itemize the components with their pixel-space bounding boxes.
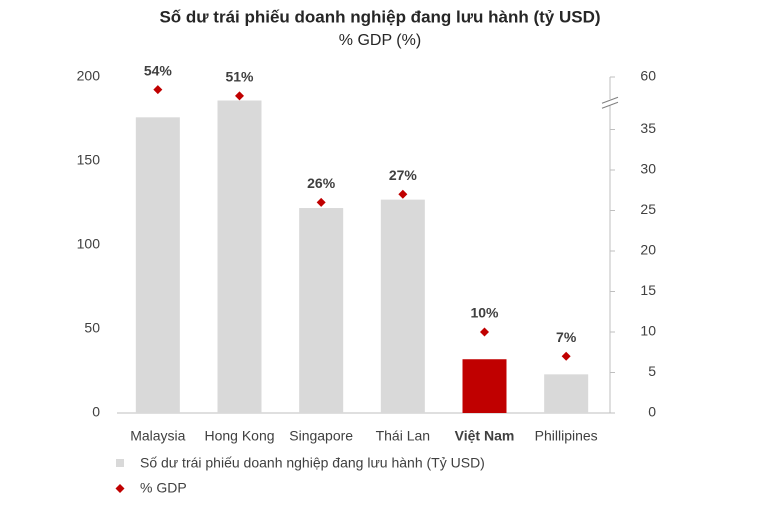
y2-tick-label: 60	[640, 68, 656, 84]
y-tick-label: 50	[84, 320, 100, 336]
x-tick-label: Việt Nam	[455, 428, 515, 444]
axis-break	[601, 96, 619, 104]
legend-swatch	[115, 484, 125, 493]
x-tick-label: Thái Lan	[376, 428, 430, 444]
value-label: 26%	[307, 175, 336, 191]
axis-break	[601, 101, 619, 109]
y2-tick-label: 0	[648, 404, 656, 420]
value-label: 27%	[389, 167, 418, 183]
x-tick-label: Phillipines	[535, 428, 598, 444]
bar	[217, 100, 262, 414]
x-tick-label: Hong Kong	[204, 428, 274, 444]
value-label: 10%	[470, 305, 499, 321]
value-label: 7%	[556, 329, 577, 345]
value-label: 51%	[225, 69, 254, 85]
y2-tick-label: 30	[640, 161, 656, 177]
y2-tick-label: 20	[640, 242, 656, 258]
value-label: 54%	[144, 62, 173, 78]
bar	[135, 117, 180, 413]
bar	[544, 374, 589, 413]
x-tick-label: Singapore	[289, 428, 353, 444]
gdp-marker	[480, 327, 489, 337]
bar	[462, 359, 507, 413]
legend-label: % GDP	[140, 480, 187, 496]
gdp-marker	[153, 85, 163, 95]
gdp-marker	[398, 189, 408, 199]
axis-break-gap	[602, 99, 618, 106]
y2-tick-label: 35	[640, 120, 656, 136]
y-tick-label: 200	[77, 68, 101, 84]
chart-subtitle: % GDP (%)	[339, 32, 421, 49]
y-tick-label: 150	[77, 152, 101, 168]
gdp-marker	[561, 351, 571, 361]
y2-tick-label: 10	[640, 323, 656, 339]
x-tick-label: Malaysia	[130, 428, 185, 444]
legend-swatch	[116, 459, 124, 467]
y2-tick-label: 15	[640, 282, 656, 298]
legend-label: Số dư trái phiếu doanh nghiệp đang lưu h…	[140, 455, 485, 471]
y2-tick-label: 5	[648, 363, 656, 379]
bar	[380, 199, 425, 413]
y-tick-label: 100	[77, 236, 101, 252]
y-tick-label: 0	[92, 404, 100, 420]
bar	[299, 208, 344, 413]
gdp-marker	[316, 197, 326, 207]
gdp-marker	[235, 91, 244, 101]
chart-title: Số dư trái phiếu doanh nghiệp đang lưu h…	[159, 7, 600, 26]
y2-tick-label: 25	[640, 201, 656, 217]
